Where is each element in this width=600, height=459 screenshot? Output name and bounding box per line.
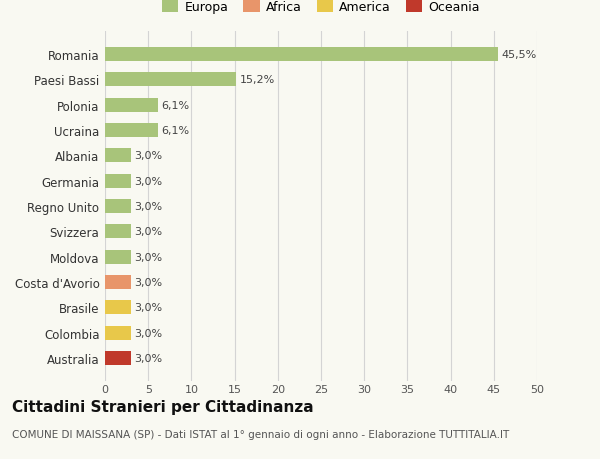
Text: 3,0%: 3,0% [134,277,163,287]
Bar [105,275,131,289]
Text: 45,5%: 45,5% [502,50,537,60]
Bar [105,301,131,314]
Bar [105,48,498,62]
Text: 3,0%: 3,0% [134,202,163,212]
Text: 6,1%: 6,1% [161,101,189,111]
Text: 3,0%: 3,0% [134,176,163,186]
Bar [105,124,158,138]
Bar [105,149,131,163]
Text: 3,0%: 3,0% [134,252,163,262]
Bar [105,250,131,264]
Bar [105,174,131,188]
Text: COMUNE DI MAISSANA (SP) - Dati ISTAT al 1° gennaio di ogni anno - Elaborazione T: COMUNE DI MAISSANA (SP) - Dati ISTAT al … [12,429,509,439]
Text: 3,0%: 3,0% [134,151,163,161]
Bar [105,351,131,365]
Bar [105,99,158,112]
Text: 15,2%: 15,2% [240,75,275,85]
Text: 6,1%: 6,1% [161,126,189,136]
Text: 3,0%: 3,0% [134,328,163,338]
Text: 3,0%: 3,0% [134,302,163,313]
Text: 3,0%: 3,0% [134,353,163,363]
Bar [105,200,131,213]
Legend: Europa, Africa, America, Oceania: Europa, Africa, America, Oceania [157,0,485,19]
Bar [105,326,131,340]
Text: Cittadini Stranieri per Cittadinanza: Cittadini Stranieri per Cittadinanza [12,399,314,414]
Text: 3,0%: 3,0% [134,227,163,237]
Bar [105,225,131,239]
Bar [105,73,236,87]
